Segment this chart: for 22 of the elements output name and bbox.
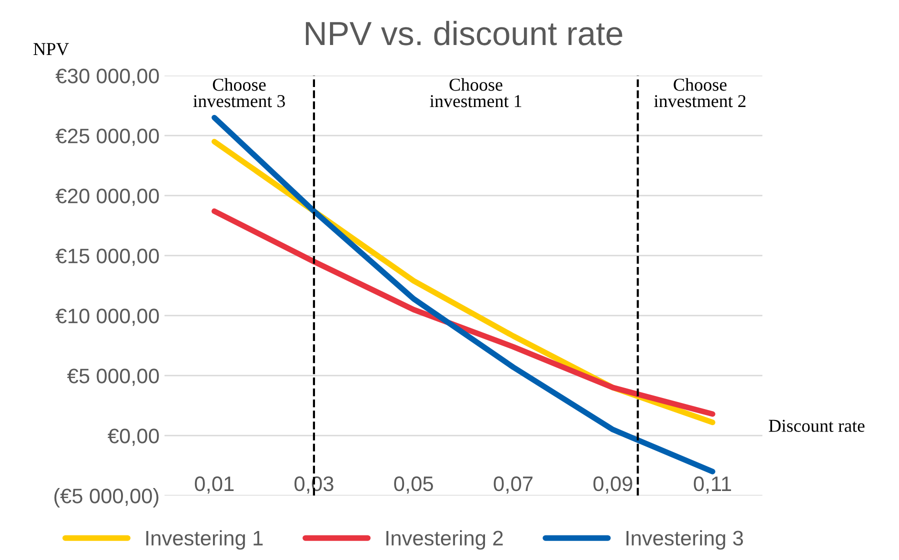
y-tick-label: €0,00 [108, 428, 159, 446]
chart-title: NPV vs. discount rate [306, 20, 622, 46]
annotation: Choose investment 3 [193, 78, 285, 108]
legend-label: Investering 1 [146, 530, 263, 550]
y-tick-label: €10 000,00 [56, 308, 159, 326]
x-axis-title: Discount rate [768, 420, 864, 432]
y-tick-label: €25 000,00 [56, 128, 159, 146]
x-tick-label: 0,09 [593, 476, 632, 494]
annotation: Choose investment 2 [654, 78, 746, 108]
x-tick-label: 0,05 [394, 476, 434, 494]
legend-label: Investering 3 [626, 530, 743, 550]
x-tick-label: 0,11 [694, 476, 732, 494]
legend-label: Investering 2 [386, 530, 503, 550]
y-tick-label: (€5 000,00) [54, 488, 158, 508]
x-tick-label: 0,07 [494, 476, 532, 494]
x-tick-label: 0,01 [194, 476, 234, 494]
y-tick-label: €20 000,00 [56, 188, 159, 206]
y-axis-title: NPV [34, 43, 69, 56]
y-tick-label: €30 000,00 [56, 68, 159, 86]
annotation: Choose investment 1 [430, 78, 522, 108]
y-tick-label: €15 000,00 [56, 248, 159, 266]
y-tick-label: €5 000,00 [67, 368, 159, 386]
